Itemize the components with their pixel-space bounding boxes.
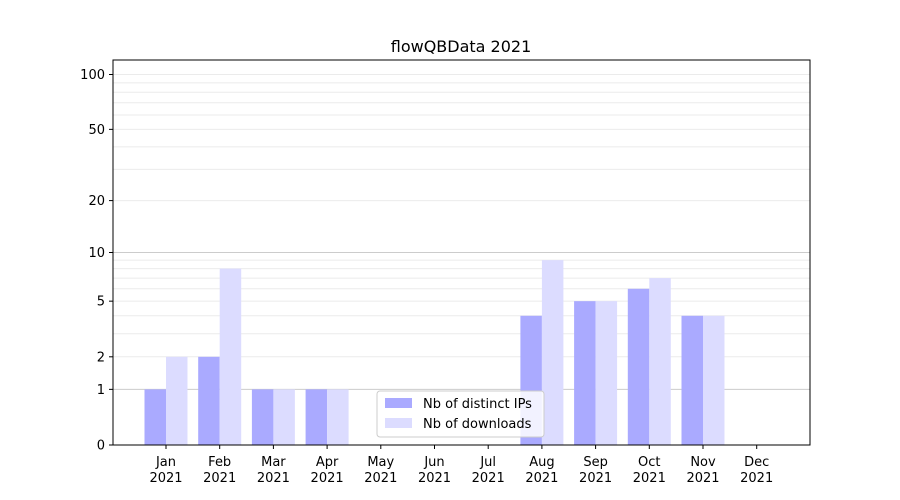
legend-label: Nb of downloads — [423, 417, 532, 432]
legend: Nb of distinct IPs Nb of downloads — [376, 390, 545, 438]
bar-ips-oct — [627, 288, 650, 445]
bar-downloads-mar — [273, 389, 295, 445]
x-tick-label-month: Jan — [155, 455, 176, 470]
x-tick-label-year: 2021 — [740, 471, 773, 486]
x-tick-label-year: 2021 — [525, 471, 558, 486]
y-axis: 0 1 2 5 10 20 50 100 — [80, 68, 113, 454]
x-tick-label-month: Jun — [423, 455, 444, 470]
bar-ips-sep — [574, 301, 596, 445]
y-tick-label: 100 — [80, 68, 105, 83]
legend-label: Nb of distinct IPs — [423, 397, 532, 412]
legend-swatch — [385, 418, 412, 428]
bar-ips-nov — [681, 315, 703, 445]
y-tick-label: 20 — [88, 194, 105, 209]
bar-ips-apr — [305, 389, 328, 445]
bar-downloads-jan — [166, 356, 188, 445]
bar-ips-jan — [144, 389, 166, 445]
bar-downloads-nov — [703, 315, 725, 445]
bar-downloads-apr — [327, 389, 349, 445]
bar-downloads-feb — [219, 268, 242, 445]
y-tick-label: 50 — [88, 123, 105, 138]
y-tick-label: 10 — [88, 246, 105, 261]
x-tick-label-year: 2021 — [203, 471, 236, 486]
x-tick-label-month: Feb — [208, 455, 231, 470]
x-axis: Jan2021Feb2021Mar2021Apr2021May2021Jun20… — [149, 445, 773, 486]
x-tick-label-month: Dec — [744, 455, 769, 470]
bar-ips-mar — [251, 389, 274, 445]
bar-downloads-sep — [595, 301, 618, 445]
x-tick-label-year: 2021 — [418, 471, 451, 486]
bar-ips-feb — [198, 356, 220, 445]
y-tick-label: 2 — [97, 350, 105, 365]
legend-box — [376, 390, 545, 438]
x-tick-label-month: Nov — [690, 455, 716, 470]
bar-downloads-oct — [649, 278, 671, 445]
y-tick-label: 0 — [97, 439, 105, 454]
x-tick-label-month: Oct — [638, 455, 660, 470]
x-tick-label-month: Sep — [583, 455, 608, 470]
bar-downloads-aug — [541, 260, 564, 445]
x-tick-label-year: 2021 — [686, 471, 719, 486]
x-tick-label-year: 2021 — [311, 471, 344, 486]
x-tick-label-month: Mar — [261, 455, 286, 470]
x-tick-label-month: Jul — [479, 455, 496, 470]
x-tick-label-year: 2021 — [633, 471, 666, 486]
x-tick-label-month: Apr — [316, 455, 339, 470]
y-tick-label: 1 — [97, 383, 105, 398]
x-tick-label-year: 2021 — [579, 471, 612, 486]
chart-title: flowQBData 2021 — [391, 37, 532, 56]
x-tick-label-year: 2021 — [149, 471, 182, 486]
x-tick-label-month: May — [367, 455, 394, 470]
x-tick-label-month: Aug — [529, 455, 554, 470]
x-tick-label-year: 2021 — [364, 471, 397, 486]
x-tick-label-year: 2021 — [257, 471, 290, 486]
x-tick-label-year: 2021 — [472, 471, 505, 486]
y-tick-label: 5 — [97, 295, 105, 310]
legend-swatch — [385, 398, 412, 408]
